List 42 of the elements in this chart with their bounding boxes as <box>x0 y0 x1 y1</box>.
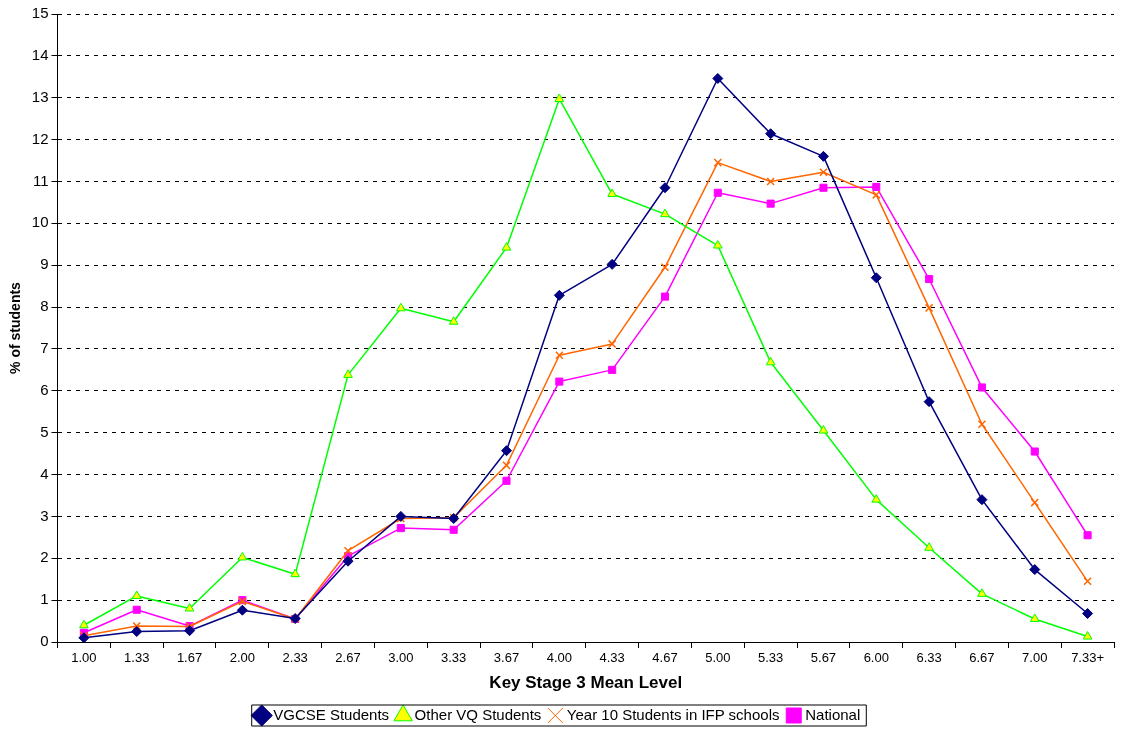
legend-label: VGCSE Students <box>273 705 390 723</box>
y-tick-label: 2 <box>40 548 49 566</box>
x-tick-label: 4.67 <box>652 650 678 666</box>
y-axis-title: % of students <box>7 281 24 374</box>
y-tick-label: 1 <box>40 590 49 608</box>
y-tick-label: 10 <box>31 213 49 231</box>
legend-label: Year 10 Students in IFP schools <box>566 705 780 723</box>
x-tick-label: 3.00 <box>388 650 414 666</box>
x-tick-label: 6.67 <box>969 650 995 666</box>
x-tick-label: 3.67 <box>493 650 520 666</box>
y-tick-label: 7 <box>40 339 49 357</box>
y-tick-label: 13 <box>31 87 49 105</box>
x-tick-label: 5.00 <box>705 650 731 666</box>
y-tick-label: 6 <box>40 380 49 398</box>
x-tick-label: 7.33+ <box>1071 650 1105 666</box>
x-tick-label: 1.00 <box>71 650 97 666</box>
x-tick-label: 5.33 <box>757 650 784 666</box>
x-tick-label: 5.67 <box>810 650 837 666</box>
x-tick-label: 6.33 <box>916 650 942 666</box>
y-tick-label: 4 <box>40 464 49 482</box>
y-tick-label: 9 <box>40 255 49 273</box>
x-tick-label: 2.00 <box>229 650 256 666</box>
y-tick-label: 12 <box>31 129 49 147</box>
x-tick-label: 6.00 <box>863 650 889 666</box>
x-axis-title: Key Stage 3 Mean Level <box>489 673 683 693</box>
x-tick-label: 2.33 <box>282 650 308 666</box>
x-tick-label: 7.00 <box>1022 650 1048 666</box>
y-tick-label: 5 <box>40 422 49 440</box>
y-tick-label: 8 <box>40 297 49 315</box>
x-tick-label: 2.67 <box>335 650 361 666</box>
y-tick-label: 3 <box>40 506 49 524</box>
x-tick-label: 3.33 <box>441 650 467 666</box>
x-tick-label: 4.33 <box>599 650 625 666</box>
y-tick-label: 0 <box>40 632 49 650</box>
x-tick-label: 1.67 <box>176 650 203 666</box>
legend-label: National <box>805 705 861 723</box>
y-tick-label: 11 <box>32 171 49 189</box>
x-tick-label: 4.00 <box>546 650 572 666</box>
legend-label: Other VQ Students <box>414 705 542 723</box>
x-tick-label: 1.33 <box>124 650 150 666</box>
y-tick-label: 14 <box>31 46 49 64</box>
y-tick-label: 15 <box>31 4 49 22</box>
